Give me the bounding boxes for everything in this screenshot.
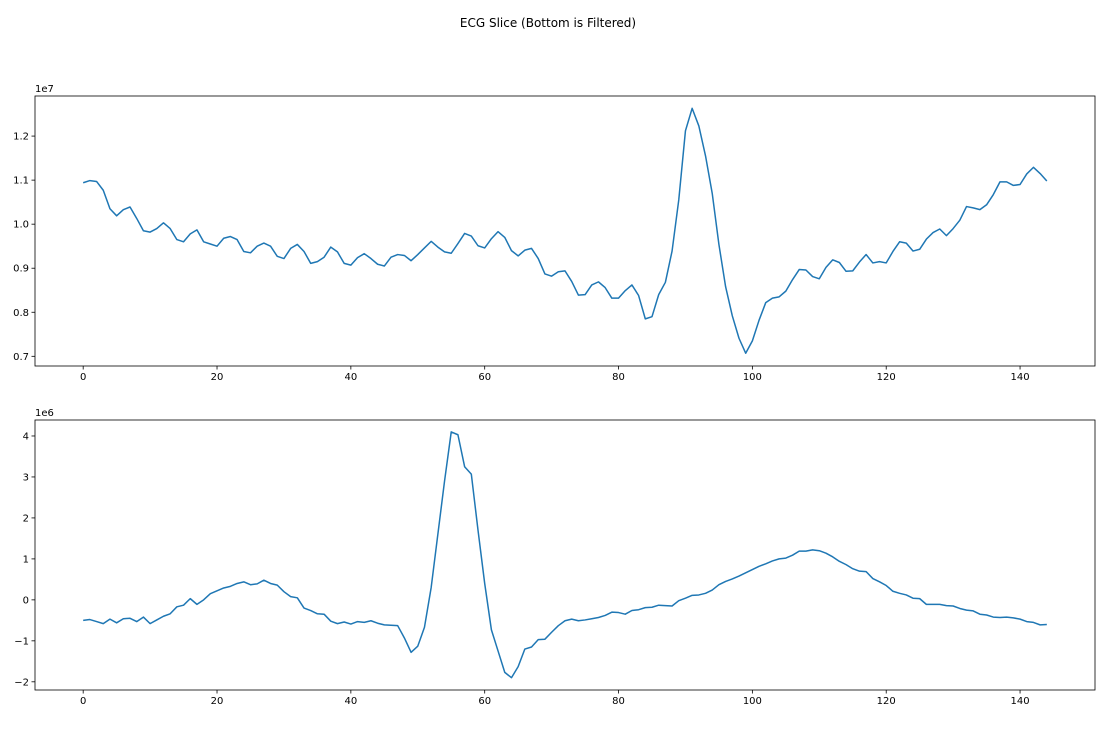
y-tick-label: 0.8 [13, 308, 29, 319]
x-tick-label: 40 [344, 696, 357, 707]
x-tick-label: 0 [80, 696, 86, 707]
series-line [82, 107, 1048, 354]
series-line [83, 431, 1047, 679]
y-offset-label: 1e7 [35, 84, 54, 95]
y-tick-label: 1.0 [13, 220, 29, 231]
axes-frame [34, 419, 1096, 691]
y-tick-label: 0.7 [13, 352, 29, 363]
y-tick-label: 4 [23, 431, 29, 442]
x-tick-label: 0 [80, 372, 86, 383]
y-tick-label: 1.2 [13, 132, 29, 143]
y-tick-label: 1 [23, 554, 29, 565]
x-tick-label: 140 [1011, 696, 1030, 707]
x-tick-label: 80 [612, 372, 625, 383]
x-tick-label: 60 [478, 372, 491, 383]
x-tick-label: 120 [877, 372, 896, 383]
x-tick-label: 100 [743, 372, 762, 383]
x-tick-label: 20 [211, 696, 224, 707]
y-tick-label: 1.1 [13, 176, 29, 187]
y-tick-label: 0.9 [13, 264, 29, 275]
x-tick-label: 140 [1011, 372, 1030, 383]
x-tick-label: 80 [612, 696, 625, 707]
y-tick-label: −2 [14, 677, 29, 688]
y-tick-label: 0 [23, 595, 29, 606]
x-tick-label: 40 [344, 372, 357, 383]
axes-frame [34, 95, 1096, 367]
y-tick-label: 2 [23, 513, 29, 524]
x-tick-label: 120 [877, 696, 896, 707]
x-tick-label: 100 [743, 696, 762, 707]
y-tick-label: 3 [23, 472, 29, 483]
y-tick-label: −1 [14, 636, 29, 647]
x-tick-label: 60 [478, 696, 491, 707]
x-tick-label: 20 [211, 372, 224, 383]
y-offset-label: 1e6 [35, 408, 54, 419]
figure-title: ECG Slice (Bottom is Filtered) [460, 16, 636, 30]
